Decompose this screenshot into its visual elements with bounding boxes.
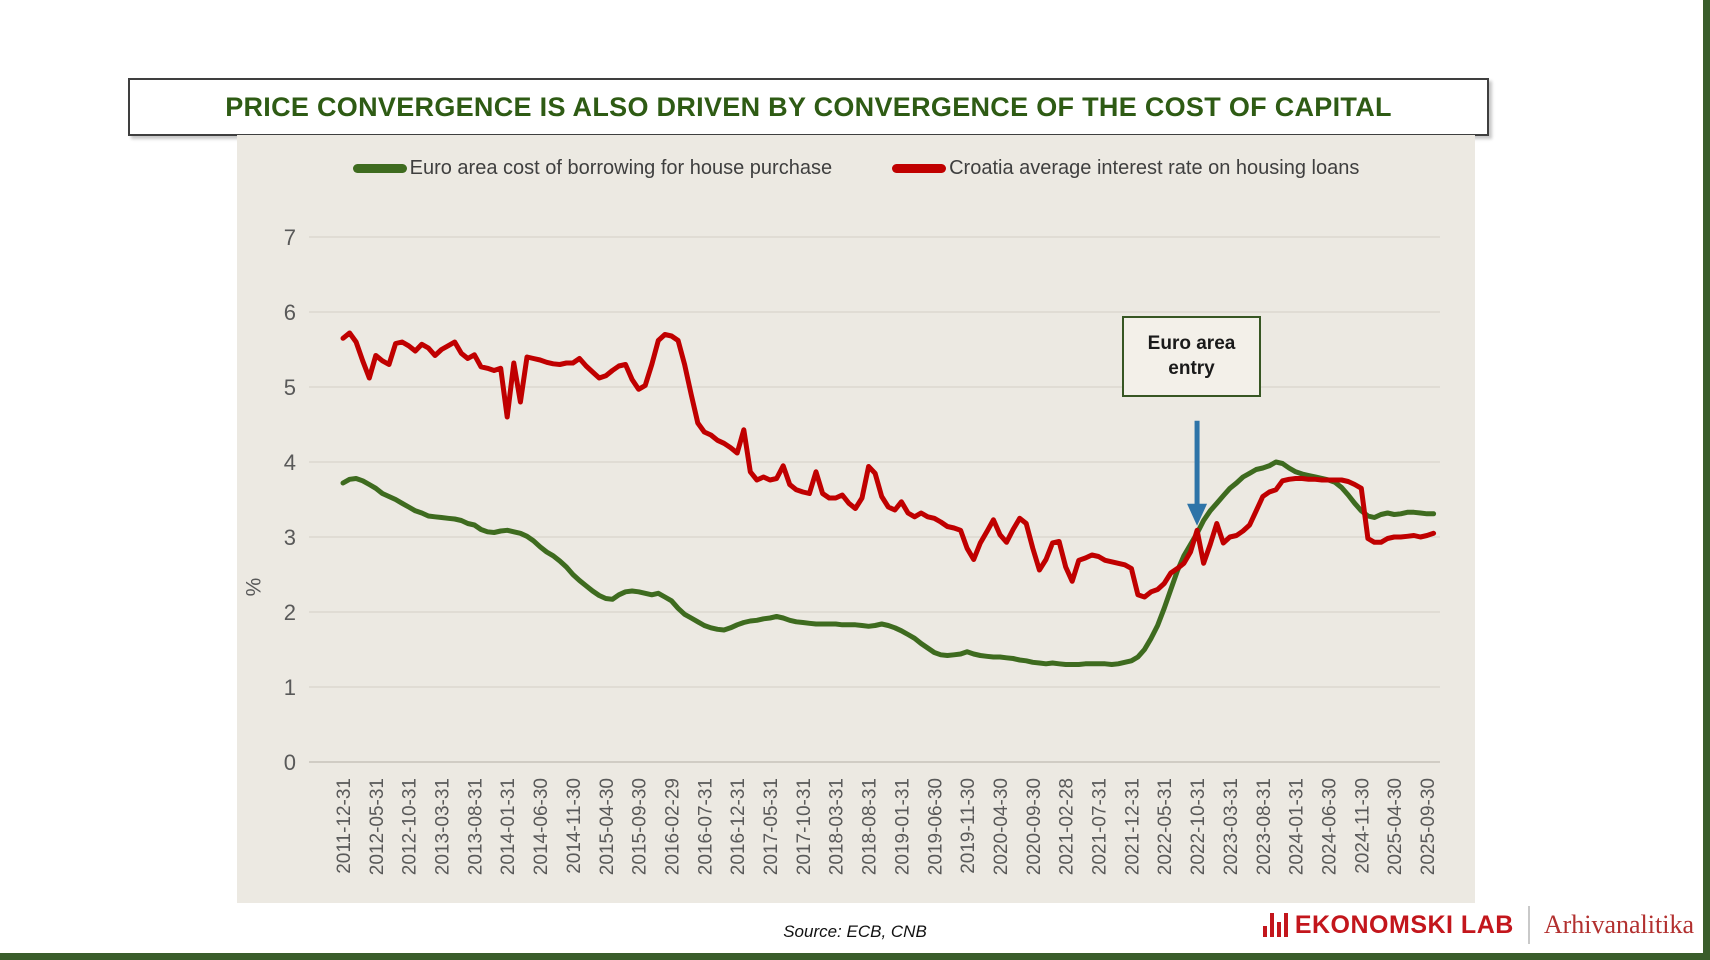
slide-right-border [1703,0,1710,960]
x-tick-label: 2012-10-31 [400,778,421,875]
legend-swatch-euro-area [352,164,407,173]
ekonomski-lab-logo: EKONOMSKI LAB [1262,910,1514,940]
euro-entry-arrow-head [1187,503,1208,526]
x-tick-label: 2023-08-31 [1254,778,1275,875]
partner-name: Arhivanalitika [1543,910,1694,939]
title-box: PRICE CONVERGENCE IS ALSO DRIVEN BY CONV… [128,78,1489,136]
x-tick-label: 2021-12-31 [1122,778,1143,875]
x-tick-label: 2014-01-31 [498,778,519,875]
y-tick-label: 6 [284,300,296,325]
x-tick-label: 2016-07-31 [695,778,716,875]
x-tick-label: 2019-06-30 [925,778,946,875]
legend-label-euro-area: Euro area cost of borrowing for house pu… [409,157,833,179]
legend-swatch-croatia [892,164,947,173]
page-title: PRICE CONVERGENCE IS ALSO DRIVEN BY CONV… [225,91,1392,122]
footer-divider [1527,906,1530,944]
slide-bottom-border [0,953,1710,960]
chart-legend: Euro area cost of borrowing for house pu… [237,157,1475,180]
y-tick-label: 4 [284,450,296,475]
x-tick-label: 2015-09-30 [630,778,651,875]
legend-item-croatia: Croatia average interest rate on housing… [892,157,1359,180]
x-tick-label: 2017-10-31 [794,778,815,875]
x-tick-label: 2016-12-31 [728,778,749,875]
y-tick-label: 7 [284,225,296,250]
x-tick-label: 2023-03-31 [1221,778,1242,875]
legend-item-euro-area: Euro area cost of borrowing for house pu… [352,157,833,180]
x-tick-label: 2020-04-30 [991,778,1012,875]
x-tick-label: 2011-12-31 [334,778,355,874]
chart-panel: Euro area cost of borrowing for house pu… [237,135,1475,903]
x-tick-label: 2016-02-29 [662,778,683,875]
x-tick-label: 2024-01-31 [1287,778,1308,875]
x-tick-label: 2021-02-28 [1057,778,1078,875]
x-tick-label: 2014-11-30 [564,778,585,874]
source-note: Source: ECB, CNB [783,922,927,941]
annotation-text: Euro area entry [1147,332,1236,379]
footer-brand-area: EKONOMSKI LAB Arhivanalitika [1262,906,1694,944]
x-tick-label: 2013-08-31 [465,778,486,875]
series-line-croatia [340,330,1437,600]
euro-area-entry-annotation: Euro area entry [1122,316,1261,397]
bar-chart-icon [1262,913,1288,937]
x-tick-label: 2017-05-31 [761,778,782,875]
x-tick-label: 2024-11-30 [1352,778,1373,874]
x-tick-label: 2024-06-30 [1319,778,1340,875]
x-tick-label: 2013-03-31 [433,778,454,875]
x-tick-label: 2020-09-30 [1024,778,1045,875]
series-line-euro-area [340,459,1437,667]
y-tick-label: 0 [284,750,296,775]
x-tick-label: 2022-05-31 [1155,778,1176,875]
y-tick-label: 1 [284,675,296,700]
y-tick-label: 2 [284,600,296,625]
x-tick-label: 2025-04-30 [1385,778,1406,875]
x-tick-label: 2025-09-30 [1418,778,1439,875]
x-tick-label: 2022-10-31 [1188,778,1209,875]
y-tick-label: 3 [284,525,296,550]
x-tick-label: 2019-11-30 [958,778,979,874]
x-tick-label: 2018-03-31 [827,778,848,875]
brand-name: EKONOMSKI LAB [1294,910,1514,939]
x-tick-label: 2014-06-30 [531,778,552,875]
x-tick-label: 2021-07-31 [1090,778,1111,875]
x-tick-label: 2019-01-31 [892,778,913,875]
x-tick-label: 2018-08-31 [860,778,881,875]
y-tick-label: 5 [284,375,296,400]
x-tick-label: 2012-05-31 [367,778,388,875]
legend-label-croatia: Croatia average interest rate on housing… [949,157,1360,179]
chart-svg: 0 1 2 3 4 5 6 7 2011-12-31 2012-05-31 2012-10-31 20… [284,225,1440,875]
x-tick-label: 2015-04-30 [597,778,618,875]
